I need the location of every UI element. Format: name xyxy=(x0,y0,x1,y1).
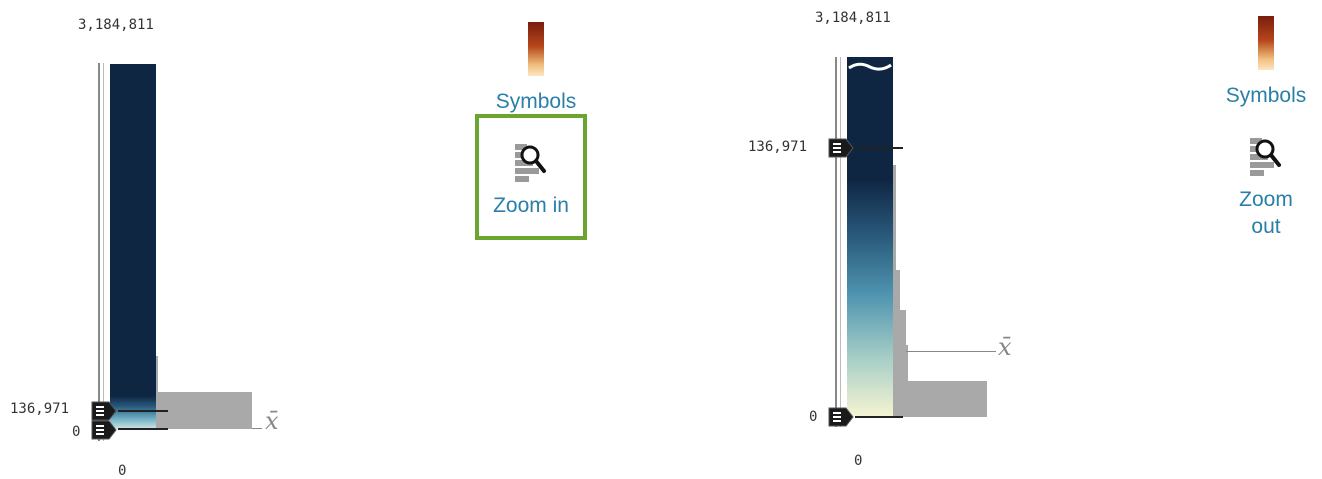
max-value-label: 3,184,811 xyxy=(815,10,891,26)
zoom-out-button[interactable]: Zoom out xyxy=(1214,136,1318,240)
histogram-bar xyxy=(156,356,158,396)
right-histogram-panel: 3,184,811 x̄ 136,971 0 0 xyxy=(740,0,1040,479)
min-line xyxy=(118,428,168,430)
zoom-selected-outline xyxy=(475,114,587,240)
axis-bottom-label: 0 xyxy=(854,453,863,469)
break-value-label: 136,971 xyxy=(10,401,70,417)
axis-break-icon xyxy=(848,62,892,71)
histogram-bar xyxy=(896,270,900,417)
histogram-bar xyxy=(900,310,906,417)
color-ramp-icon xyxy=(1258,16,1274,70)
value-axis-inner xyxy=(840,57,841,427)
color-ramp-icon xyxy=(528,22,544,76)
histogram-bar xyxy=(908,381,987,417)
symbols-label: Symbols xyxy=(1225,84,1307,107)
min-line xyxy=(855,416,903,418)
value-axis xyxy=(98,63,100,441)
slider-handle-icon xyxy=(828,138,854,158)
magnifier-icon xyxy=(1246,136,1286,180)
mean-line xyxy=(906,351,996,352)
symbols-button[interactable]: Symbols xyxy=(1214,16,1318,109)
break-handle[interactable] xyxy=(91,401,117,421)
mean-symbol: x̄ xyxy=(265,407,279,435)
value-axis-inner xyxy=(103,63,104,441)
slider-handle-icon xyxy=(91,401,117,421)
min-handle[interactable] xyxy=(91,420,117,440)
break-handle[interactable] xyxy=(828,138,854,158)
magnifier-icon xyxy=(511,142,551,186)
mean-symbol: x̄ xyxy=(998,333,1012,361)
symbols-label: Symbols xyxy=(495,90,577,113)
axis-bottom-label: 0 xyxy=(118,463,127,479)
min-handle[interactable] xyxy=(828,407,854,427)
slider-handle-icon xyxy=(828,407,854,427)
histogram-bar xyxy=(906,345,908,417)
min-value-label: 0 xyxy=(72,424,81,440)
max-value-label: 3,184,811 xyxy=(78,17,154,33)
break-line xyxy=(118,410,168,412)
break-line xyxy=(855,147,903,149)
symbols-button[interactable]: Symbols xyxy=(484,22,588,115)
color-ramp-bar[interactable] xyxy=(847,57,893,417)
zoom-out-label: Zoom out xyxy=(1239,188,1293,238)
histogram-bar xyxy=(893,165,896,417)
left-histogram-panel: 3,184,811 x̄ 136,971 0 0 xyxy=(0,0,460,479)
color-ramp-bar[interactable] xyxy=(110,64,156,429)
break-value-label: 136,971 xyxy=(748,139,808,155)
value-axis xyxy=(835,57,837,427)
min-value-label: 0 xyxy=(809,409,818,425)
zoom-in-button[interactable]: Zoom in xyxy=(479,142,583,219)
histogram-bar xyxy=(156,392,252,429)
zoom-in-label: Zoom in xyxy=(493,194,569,217)
mean-line xyxy=(252,428,262,429)
slider-handle-icon xyxy=(91,420,117,440)
